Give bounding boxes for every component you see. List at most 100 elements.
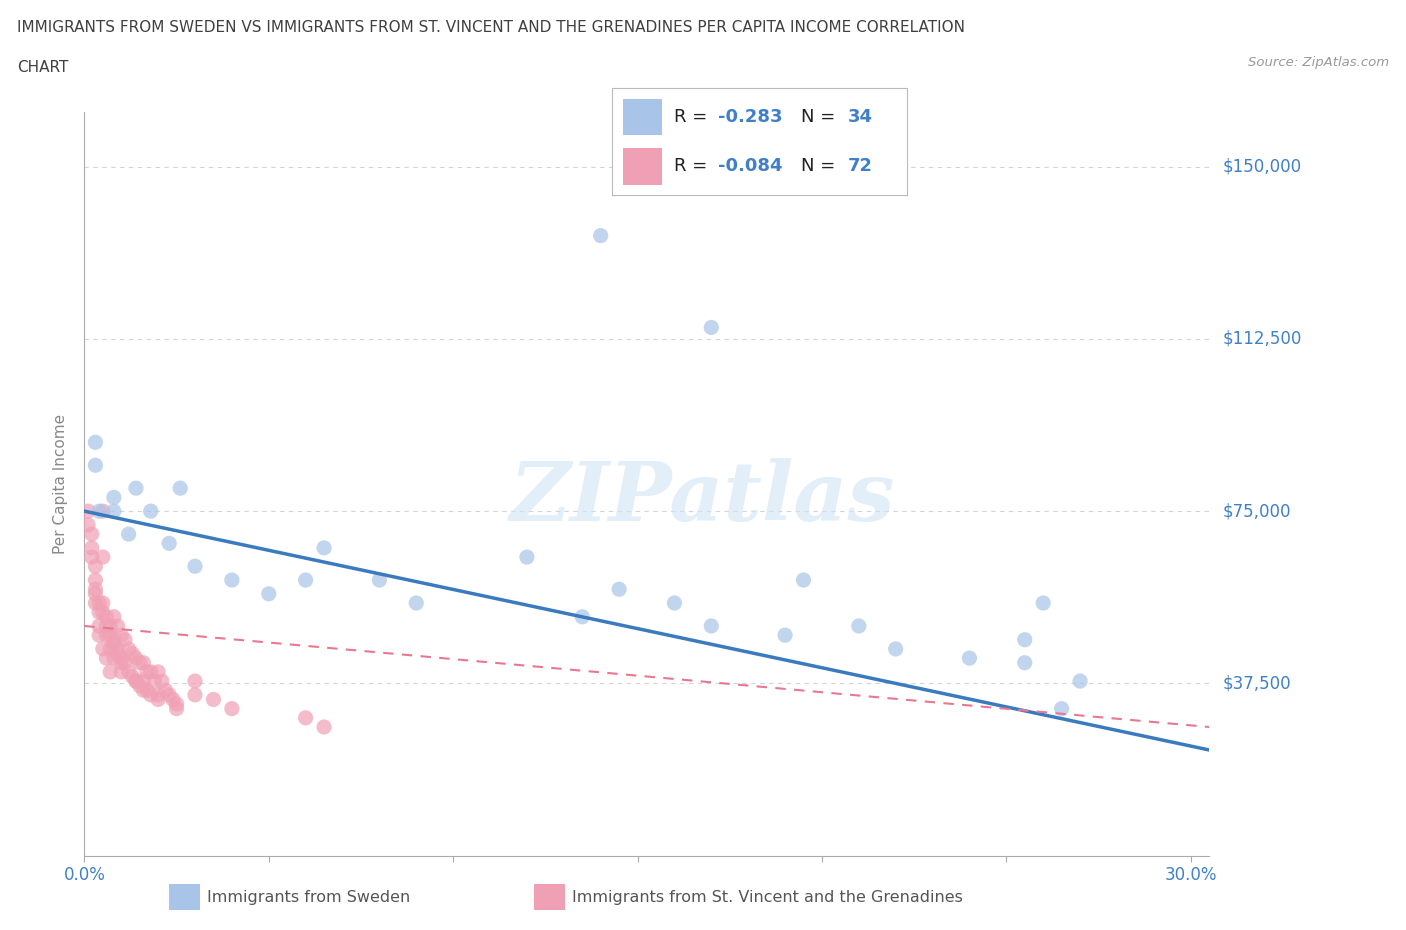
- Point: [146, 692, 169, 707]
- Point: [166, 697, 188, 711]
- Point: [84, 587, 107, 602]
- Point: [98, 642, 121, 657]
- Point: [87, 618, 110, 633]
- Point: [117, 642, 139, 657]
- Point: [80, 550, 103, 565]
- Point: [110, 651, 132, 666]
- Point: [257, 587, 280, 602]
- Point: [773, 628, 796, 643]
- Point: [107, 642, 129, 657]
- Point: [103, 490, 125, 505]
- Point: [146, 664, 169, 679]
- Point: [368, 573, 391, 588]
- Point: [103, 632, 125, 647]
- Point: [132, 683, 155, 698]
- Point: [107, 618, 129, 633]
- Point: [110, 656, 132, 671]
- Point: [1050, 701, 1073, 716]
- Point: [107, 646, 129, 661]
- Point: [91, 604, 114, 619]
- Point: [146, 687, 169, 702]
- Point: [848, 618, 870, 633]
- Point: [103, 637, 125, 652]
- Point: [96, 628, 118, 643]
- Point: [80, 526, 103, 541]
- Text: $75,000: $75,000: [1223, 502, 1292, 520]
- Point: [155, 683, 177, 698]
- Point: [91, 550, 114, 565]
- Point: [139, 504, 162, 519]
- Text: 72: 72: [848, 157, 873, 176]
- Point: [114, 656, 136, 671]
- Point: [607, 582, 630, 597]
- Point: [117, 526, 139, 541]
- Point: [143, 673, 166, 688]
- Point: [1069, 673, 1091, 688]
- Point: [136, 683, 159, 698]
- Text: -0.084: -0.084: [718, 157, 782, 176]
- Point: [202, 692, 225, 707]
- Text: $150,000: $150,000: [1223, 158, 1302, 176]
- Text: $112,500: $112,500: [1223, 330, 1302, 348]
- Point: [77, 517, 100, 532]
- Point: [1014, 656, 1036, 671]
- Point: [405, 595, 427, 610]
- Point: [166, 701, 188, 716]
- Point: [184, 687, 207, 702]
- Text: ZIPatlas: ZIPatlas: [510, 458, 896, 538]
- Point: [103, 504, 125, 519]
- Point: [1032, 595, 1054, 610]
- Point: [139, 664, 162, 679]
- Point: [162, 692, 184, 707]
- Point: [84, 573, 107, 588]
- Point: [664, 595, 686, 610]
- Point: [132, 656, 155, 671]
- Point: [700, 618, 723, 633]
- Text: $37,500: $37,500: [1223, 674, 1292, 692]
- Point: [114, 632, 136, 647]
- Point: [103, 609, 125, 624]
- Point: [84, 435, 107, 450]
- Point: [150, 673, 173, 688]
- Point: [110, 664, 132, 679]
- Bar: [623, 148, 662, 184]
- Point: [80, 540, 103, 555]
- Point: [117, 664, 139, 679]
- Point: [294, 573, 316, 588]
- Point: [157, 536, 180, 551]
- Point: [792, 573, 814, 588]
- Text: R =: R =: [673, 157, 713, 176]
- Bar: [623, 100, 662, 136]
- Text: Immigrants from St. Vincent and the Grenadines: Immigrants from St. Vincent and the Gren…: [572, 890, 963, 905]
- Point: [184, 559, 207, 574]
- Point: [959, 651, 981, 666]
- Point: [121, 646, 143, 661]
- Point: [125, 481, 148, 496]
- Point: [87, 504, 110, 519]
- Point: [184, 673, 207, 688]
- Point: [1014, 632, 1036, 647]
- Point: [125, 651, 148, 666]
- Point: [96, 651, 118, 666]
- Text: IMMIGRANTS FROM SWEDEN VS IMMIGRANTS FROM ST. VINCENT AND THE GRENADINES PER CAP: IMMIGRANTS FROM SWEDEN VS IMMIGRANTS FRO…: [17, 20, 965, 35]
- Point: [110, 628, 132, 643]
- Text: -0.283: -0.283: [718, 108, 782, 126]
- Text: N =: N =: [800, 108, 841, 126]
- Point: [884, 642, 907, 657]
- Text: R =: R =: [673, 108, 713, 126]
- Point: [87, 628, 110, 643]
- Point: [136, 664, 159, 679]
- Point: [294, 711, 316, 725]
- Point: [312, 540, 335, 555]
- Text: N =: N =: [800, 157, 841, 176]
- Point: [91, 504, 114, 519]
- Point: [87, 604, 110, 619]
- Y-axis label: Per Capita Income: Per Capita Income: [53, 414, 69, 553]
- Point: [84, 458, 107, 472]
- Text: 34: 34: [848, 108, 873, 126]
- Point: [132, 673, 155, 688]
- Point: [84, 559, 107, 574]
- Point: [91, 595, 114, 610]
- Text: Source: ZipAtlas.com: Source: ZipAtlas.com: [1249, 56, 1389, 69]
- Point: [103, 651, 125, 666]
